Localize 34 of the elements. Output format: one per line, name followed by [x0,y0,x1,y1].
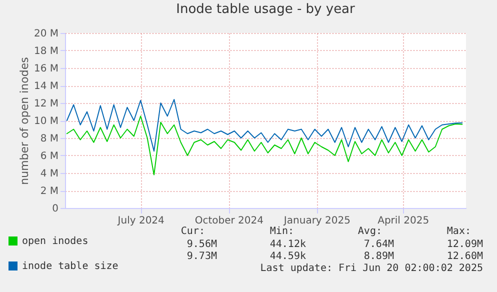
y-tick-label: 20 M [34,28,58,40]
y-axis-title: number of open inodes [18,56,31,185]
y-tick-label: 18 M [34,46,58,57]
chart-title: Inode table usage - by year [176,2,356,17]
y-tick-label: 16 M [34,64,58,74]
text: 8.89M [364,251,394,262]
x-tick-label: October 2024 [194,216,264,226]
y-tick-label: 0 [52,204,58,214]
y-tick-label: 8 M [40,134,58,144]
text: Avg: [358,226,382,237]
text: 44.59k [270,251,306,262]
text: Min: [270,226,294,237]
y-tick-label: 6 M [40,151,58,162]
text: 12.09M [446,239,483,250]
y-tick-label: 4 M [40,168,58,180]
text: Cur: [180,226,205,237]
text: Last update: Fri Jun 20 02:00:02 2025 [260,263,483,274]
x-tick-label: April 2025 [378,216,430,226]
x-tick-label: January 2025 [282,216,350,226]
text: 9.73M [186,251,217,262]
legend-label: open inodes [22,236,88,247]
text: 12.60M [446,251,483,262]
y-tick-label: 14 M [34,81,58,92]
text: 9.56M [186,239,217,250]
text: 44.12k [270,239,306,250]
y-tick-label: 2 M [40,186,58,197]
text: 7.64M [364,239,394,250]
line-series [66,116,463,176]
legend-label: inode table size [22,261,118,272]
line-series [66,99,463,152]
y-tick-label: 12 M [34,98,58,110]
x-tick-label: July 2024 [116,216,164,226]
y-tick-label: 10 M [34,116,58,127]
text: Max: [446,226,471,237]
